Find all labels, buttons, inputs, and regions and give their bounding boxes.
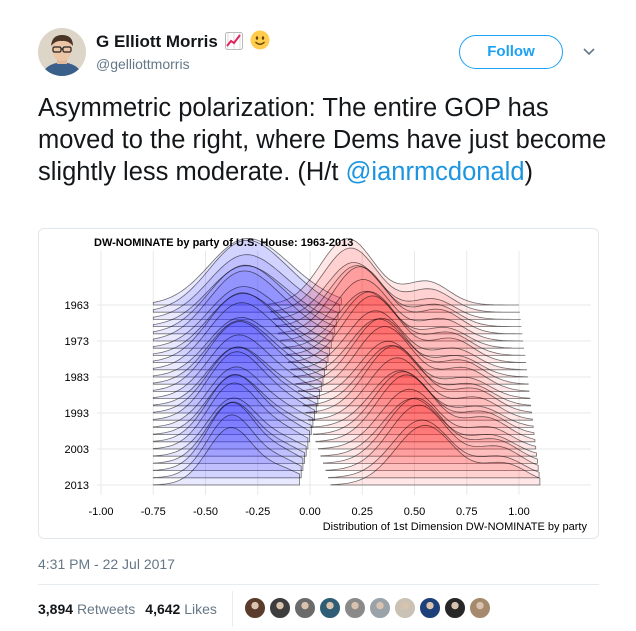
dem-density-ridge	[152, 366, 314, 428]
dem-density-ridge	[152, 302, 327, 371]
gop-density-ridge	[275, 265, 522, 327]
retweets-stat[interactable]: 3,894 Retweets	[38, 601, 135, 617]
gop-density-ridge	[267, 238, 519, 306]
x-tick-label: 0.00	[299, 506, 320, 518]
gop-density-ridge	[270, 247, 520, 313]
gop-density-ridge	[290, 310, 527, 371]
dem-density-ridge	[152, 414, 302, 479]
gop-density-ridge	[325, 404, 539, 471]
x-tick-label: -0.50	[193, 506, 218, 518]
author-name[interactable]: G Elliott Morris	[96, 32, 218, 51]
liker-avatar[interactable]	[243, 596, 267, 620]
dem-density-ridge	[152, 374, 312, 435]
author-handle[interactable]: @gelliottmorris	[96, 56, 190, 72]
author-name-row[interactable]: G Elliott Morris	[96, 30, 270, 52]
tweet-timestamp[interactable]: 4:31 PM - 22 Jul 2017	[38, 556, 175, 572]
liker-avatar[interactable]	[368, 596, 392, 620]
x-tick-label: -0.75	[141, 506, 166, 518]
dem-density-ridge	[152, 402, 304, 471]
smiling-face-icon	[250, 30, 270, 50]
x-tick-label: -0.25	[245, 506, 270, 518]
y-tick-label: 1973	[65, 336, 89, 348]
gop-density-ridge	[272, 262, 521, 320]
tweet-media[interactable]: DW-NOMINATE by party of U.S. House: 1963…	[38, 228, 599, 539]
liker-avatar[interactable]	[318, 596, 342, 620]
chart-increasing-icon	[224, 32, 243, 50]
retweets-label: Retweets	[76, 601, 136, 617]
mention-link[interactable]: @ianrmcdonald	[345, 158, 525, 186]
gop-density-ridge	[277, 266, 523, 335]
likes-stat[interactable]: 4,642 Likes	[145, 601, 217, 617]
liker-avatar[interactable]	[268, 596, 292, 620]
gop-density-ridge	[280, 279, 524, 342]
dem-density-ridge	[152, 237, 342, 306]
stats-divider-top	[38, 584, 599, 585]
liker-avatar[interactable]	[418, 596, 442, 620]
gop-density-ridge	[282, 290, 525, 349]
dem-density-ridge	[152, 319, 324, 385]
author-avatar[interactable]	[38, 28, 86, 76]
dem-density-ridge	[152, 264, 336, 335]
dem-density-ridge	[152, 293, 330, 356]
gop-density-ridge	[295, 317, 529, 385]
liker-avatar[interactable]	[443, 596, 467, 620]
chart-title: DW-NOMINATE by party of U.S. House: 1963…	[94, 237, 353, 249]
dem-density-ridge	[152, 374, 310, 443]
x-tick-label: -1.00	[88, 506, 113, 518]
gop-density-ridge	[292, 318, 528, 378]
liker-avatar[interactable]	[343, 596, 367, 620]
avatar-image	[38, 28, 86, 76]
liker-avatar[interactable]	[468, 596, 492, 620]
x-tick-label: 0.75	[456, 506, 477, 518]
dem-density-ridge	[152, 270, 334, 342]
y-tick-label: 2013	[65, 480, 89, 492]
gop-density-ridge	[330, 424, 541, 486]
x-tick-label: 0.25	[352, 506, 373, 518]
x-tick-label: 0.50	[404, 506, 425, 518]
gop-density-ridge	[302, 345, 532, 407]
y-tick-label: 1993	[65, 408, 89, 420]
follow-button[interactable]: Follow	[459, 35, 563, 69]
likes-count: 4,642	[145, 601, 181, 617]
ridgeline-chart: DW-NOMINATE by party of U.S. House: 1963…	[65, 237, 591, 533]
gop-density-ridge	[285, 291, 526, 356]
chevron-down-icon[interactable]	[580, 42, 598, 60]
engagement-stats: 3,894 Retweets 4,642 Likes	[38, 601, 217, 617]
gop-density-ridge	[307, 357, 533, 421]
gop-density-ridge	[328, 419, 540, 479]
y-tick-label: 2003	[65, 444, 89, 456]
likes-label: Likes	[184, 601, 217, 617]
liker-avatar[interactable]	[293, 596, 317, 620]
tweet-body: Asymmetric polarization: The entire GOP …	[38, 94, 607, 186]
y-tick-label: 1983	[65, 372, 89, 384]
liker-avatar[interactable]	[393, 596, 417, 620]
x-tick-label: 1.00	[508, 506, 529, 518]
gop-density-ridge	[320, 398, 537, 457]
tweet-text: Asymmetric polarization: The entire GOP …	[38, 92, 613, 188]
chart-labels: DW-NOMINATE by party of U.S. House: 1963…	[65, 237, 588, 533]
tweet-body-end: )	[524, 158, 534, 186]
x-axis-label: Distribution of 1st Dimension DW-NOMINAT…	[323, 521, 588, 533]
dem-density-ridge	[152, 427, 300, 486]
stats-separator	[232, 591, 233, 627]
y-tick-label: 1963	[65, 300, 89, 312]
dem-density-ridge	[152, 346, 317, 414]
retweets-count: 3,894	[38, 601, 74, 617]
dem-density-ridge	[152, 397, 307, 457]
chart-ridges	[152, 237, 541, 486]
